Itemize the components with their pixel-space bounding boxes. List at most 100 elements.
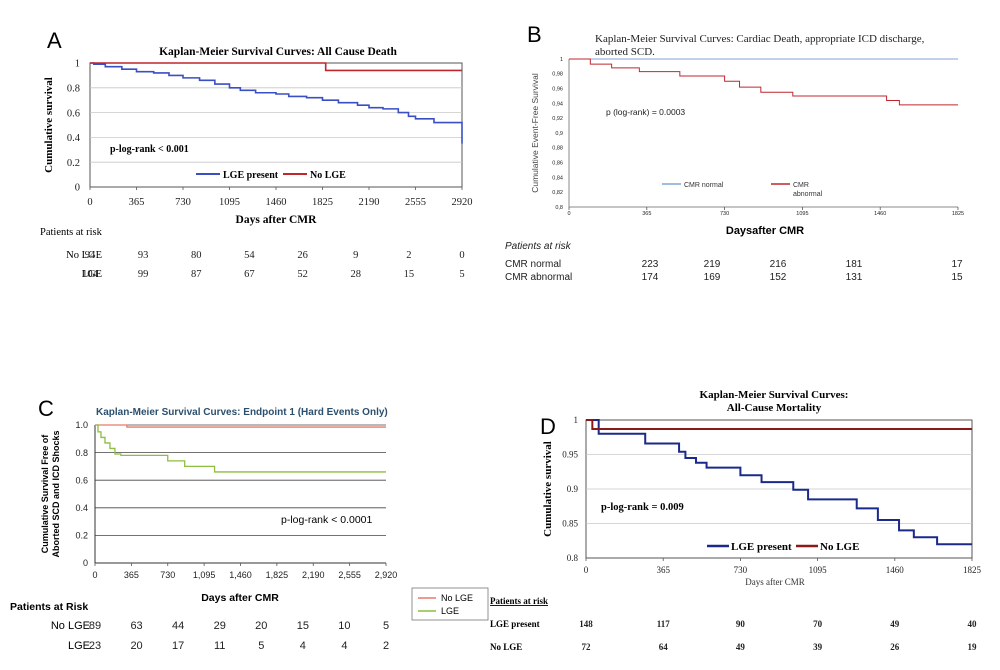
risk-value: 131 (846, 272, 863, 283)
panel-a-pvalue: p-log-rank < 0.001 (110, 144, 189, 155)
panel-c-title: Kaplan-Meier Survival Curves: Endpoint 1… (96, 407, 388, 418)
risk-value: 26 (297, 250, 308, 261)
y-tick-label: 0.9 (567, 484, 579, 494)
panel-b-risk-header: Patients at risk (505, 241, 572, 252)
x-tick-label: 2,190 (302, 570, 325, 580)
y-tick-label: 0.6 (75, 475, 88, 485)
panel-b-pvalue: p (log-rank) = 0.0003 (606, 107, 685, 117)
risk-value: 80 (191, 250, 202, 261)
risk-value: 89 (89, 620, 101, 632)
risk-value: 216 (770, 259, 787, 270)
panel-b-legend-label-normal: CMR normal (684, 182, 724, 189)
series-line-no-lge (95, 424, 386, 428)
y-tick-label: 0.4 (67, 133, 81, 144)
risk-value: 0 (459, 250, 464, 261)
risk-value: 117 (657, 619, 671, 629)
panel-a-xlabel: Days after CMR (236, 214, 318, 226)
panel-d-series-lines (586, 419, 972, 546)
panel-a-legend: LGE present No LGE (196, 170, 346, 181)
panel-b-legend-label-abnormal-2: abnormal (793, 191, 823, 198)
panel-a-legend-label-lge: LGE present (223, 170, 279, 181)
panel-c-risk-values: 89 63 44 29 20 15 10 523 20 17 11 5 4 4 2 (89, 620, 389, 652)
risk-value: 104 (82, 269, 99, 280)
panel-d-ylabel: Cumulative survival (542, 441, 554, 537)
risk-value: 52 (297, 269, 308, 280)
risk-value: 17 (951, 259, 963, 270)
panel-b-x-tick-labels: 0 365 730 1095 1460 1825 (567, 207, 964, 217)
risk-value: 5 (383, 620, 389, 632)
y-tick-label: 0.8 (567, 553, 579, 563)
panel-a-x-tick-labels: 0 365 730 1095 1460 1825 2190 2555 2920 (87, 187, 473, 208)
risk-value: 64 (659, 642, 669, 652)
panel-b: B Kaplan-Meier Survival Curves: Cardiac … (505, 22, 964, 283)
risk-value: 49 (890, 619, 900, 629)
risk-value: 11 (214, 640, 225, 652)
panel-a-legend-label-nolge: No LGE (310, 170, 346, 181)
risk-value: 223 (642, 259, 659, 270)
risk-value: 4 (300, 640, 306, 652)
series-line-no-lge (90, 62, 462, 72)
x-tick-label: 2190 (359, 197, 380, 208)
panel-a: A Kaplan-Meier Survival Curves: All Caus… (40, 28, 473, 280)
panel-d-title-line2: All-Cause Mortality (727, 402, 822, 414)
panel-c-y-tick-labels: 0 0.2 0.4 0.6 0.8 1.0 (75, 420, 88, 568)
risk-value: 169 (704, 272, 721, 283)
panel-b-title-line1: Kaplan-Meier Survival Curves: Cardiac De… (595, 33, 925, 45)
panel-b-legend-label-abnormal: CMR (793, 182, 809, 189)
panel-c-legend-box (411, 587, 489, 621)
x-tick-label: 730 (160, 570, 175, 580)
panel-c-x-tick-labels: 0 365 730 1,095 1,460 1,825 2,190 2,555 2,920 (92, 563, 397, 580)
x-tick-label: 730 (734, 565, 748, 575)
risk-value: 39 (813, 642, 823, 652)
x-tick-label: 1825 (312, 197, 333, 208)
panel-a-risk-header: Patients at risk (40, 227, 103, 238)
panel-d-risk-header: Patients at risk (490, 596, 548, 606)
risk-value: 2 (383, 640, 389, 652)
panel-a-title: Kaplan-Meier Survival Curves: All Cause … (159, 46, 397, 58)
y-tick-label: 0,88 (552, 146, 563, 152)
risk-value: 17 (172, 640, 184, 652)
x-tick-label: 1095 (809, 565, 828, 575)
panel-a-risk-values: 94 93 80 54 26 9 2 0 104 99 87 67 52 28 15 5 (82, 250, 465, 280)
panel-c-ylabel-line2: Aborted SCD and ICD Shocks (51, 430, 61, 557)
y-tick-label: 1.0 (75, 420, 88, 430)
risk-value: 29 (214, 620, 226, 632)
y-tick-label: 0,84 (552, 175, 563, 181)
panel-b-risk-table: Patients at risk CMR normal CMR abnormal… (505, 241, 963, 283)
panel-d-xlabel: Days after CMR (745, 577, 805, 587)
panel-letter-a: A (47, 28, 62, 53)
panel-b-title-line2: aborted SCD. (595, 46, 655, 58)
y-tick-label: 0,9 (555, 131, 563, 137)
y-tick-label: 0,86 (552, 161, 563, 167)
panel-d: D Kaplan-Meier Survival Curves: All-Caus… (490, 389, 982, 652)
risk-value: 15 (404, 269, 415, 280)
panel-c: C Kaplan-Meier Survival Curves: Endpoint… (10, 396, 489, 652)
x-tick-label: 1460 (266, 197, 287, 208)
panel-b-series-lines (569, 58, 958, 106)
x-tick-label: 365 (129, 197, 145, 208)
x-tick-label: 0 (584, 565, 589, 575)
y-tick-label: 0 (83, 558, 88, 568)
panel-c-xlabel: Days after CMR (201, 592, 279, 604)
panel-c-series-lines (95, 424, 386, 473)
panel-b-legend: CMR normal CMR abnormal (662, 182, 823, 198)
panel-a-risk-table: Patients at risk No LGE LGE 94 93 80 54 26 9 2… (40, 227, 465, 280)
series-line-lge-present (586, 419, 972, 546)
risk-value: 9 (353, 250, 358, 261)
y-tick-label: 0.8 (75, 448, 88, 458)
x-tick-label: 2,555 (338, 570, 361, 580)
panel-d-y-tick-labels: 0.8 0.85 0.9 0.95 1 (562, 415, 578, 563)
y-tick-label: 0,94 (552, 101, 563, 107)
y-tick-label: 0,8 (555, 205, 563, 211)
y-tick-label: 0.8 (67, 83, 80, 94)
y-tick-label: 1 (75, 59, 80, 70)
risk-value: 15 (297, 620, 309, 632)
panel-c-gridlines (95, 424, 386, 536)
panel-a-series-lines (90, 62, 463, 144)
panel-c-risk-row-label: LGE (68, 640, 90, 652)
y-tick-label: 1 (574, 415, 579, 425)
risk-value: 152 (770, 272, 787, 283)
x-tick-label: 1095 (219, 197, 240, 208)
panel-d-legend: LGE present No LGE (707, 541, 859, 553)
